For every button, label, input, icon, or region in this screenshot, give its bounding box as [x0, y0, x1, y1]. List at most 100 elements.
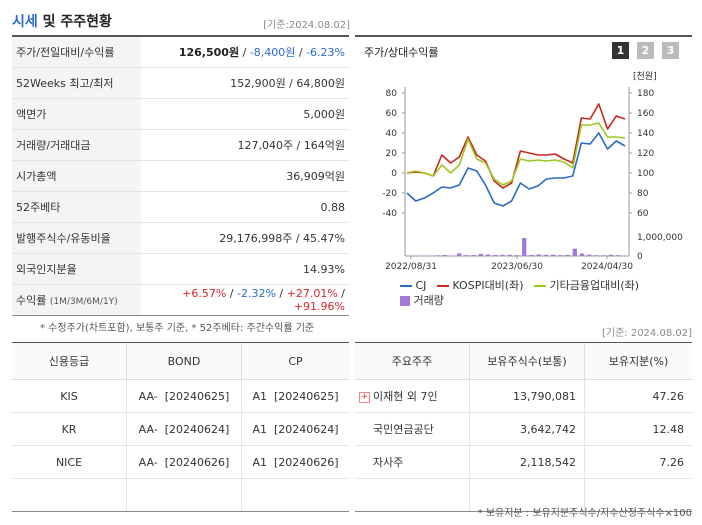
right-axis-tick-label: 160 — [637, 109, 654, 119]
top-rule-left — [12, 35, 349, 37]
empty-cell — [241, 478, 349, 512]
volume-bar — [413, 255, 419, 257]
x-axis-tick-label: 2023/06/30 — [491, 262, 543, 272]
volume-bar — [507, 254, 512, 256]
pct-cell: 12.48 — [584, 412, 692, 446]
row-label: 액면가 — [12, 98, 141, 130]
relative-return-chart: 80 60 40 20 0 -20 -40 180 160 140 120 100 80 60 [천원] 1,… — [382, 71, 683, 272]
volume-bar — [500, 254, 505, 256]
holders-base-date: [기준: 2024.08.02] — [601, 328, 692, 339]
x-axis-tick-label: 2024/04/30 — [581, 262, 633, 272]
empty-cell — [126, 478, 242, 512]
table-row: 52주베타 0.88 — [12, 191, 349, 223]
volume-bar — [536, 254, 541, 256]
base-date: [기준:2024.08.02] — [263, 20, 350, 31]
volume-bar — [529, 254, 534, 256]
current-price: 126,500원 — [178, 46, 240, 59]
header-cp: CP — [241, 343, 349, 380]
header-holder: 주요주주 — [355, 343, 470, 380]
returns-value: +6.57% / -2.32% / +27.01% / +91.96% — [141, 284, 349, 316]
pct-cell: 7.26 — [584, 445, 692, 479]
bond-cell: AA- [20240624] — [126, 412, 242, 446]
right-axis-tick-label: 80 — [637, 189, 649, 199]
price-change-rate: -6.23% — [306, 46, 345, 59]
header-bond: BOND — [126, 343, 242, 380]
volume-bar — [471, 254, 476, 256]
empty-cell — [12, 478, 127, 512]
legend-kospi: KOSPI대비(좌) — [436, 279, 524, 292]
legend-cj: CJ — [400, 279, 426, 292]
left-axis-tick-label: -20 — [382, 189, 397, 199]
right-axis-unit: [천원] — [633, 71, 657, 82]
row-value: 127,040주 / 164억원 — [141, 129, 349, 161]
volume-bar — [594, 255, 599, 256]
volume-bar — [579, 253, 585, 256]
volume-bar — [565, 254, 570, 256]
holders-footnote: * 보유지분 : 보유지분주식수/지수산정주식수×100 — [477, 508, 692, 519]
volume-bar — [558, 255, 563, 256]
holder-cell: + 이재현 외 7인 — [355, 379, 470, 413]
left-axis-tick-label: 60 — [386, 109, 398, 119]
legend-volume: 거래량 — [400, 292, 444, 308]
series-line-2 — [406, 122, 626, 186]
volume-bar — [601, 255, 606, 256]
agency-cell: NICE — [12, 445, 127, 479]
row-label: 외국인지분율 — [12, 253, 141, 285]
expand-icon[interactable]: + — [359, 391, 370, 403]
table-row: NICE AA- [20240626] A1 [20240626] — [12, 445, 349, 479]
chart-page-2-button[interactable]: 2 — [637, 42, 654, 59]
right-axis-tick-label: 120 — [637, 149, 654, 159]
header-pct: 보유지분(%) — [584, 343, 692, 380]
row-value: 29,176,998주 / 45.47% — [141, 222, 349, 254]
bond-cell: AA- [20240625] — [126, 379, 242, 413]
returns-label: 수익률 (1M/3M/6M/1Y) — [12, 284, 141, 316]
table-row: 거래량/거래대금 127,040주 / 164억원 — [12, 129, 349, 161]
row-label: 발행주식수/유동비율 — [12, 222, 141, 254]
row-label: 52Weeks 최고/최저 — [12, 67, 141, 99]
agency-cell: KIS — [12, 379, 127, 413]
volume-bar — [442, 254, 447, 256]
volume-bar — [493, 254, 498, 256]
header-rating: 신용등급 — [12, 343, 127, 380]
empty-cell — [469, 478, 585, 512]
legend-industry: 기타금융업대비(좌) — [534, 279, 639, 292]
major-holders-table: 주요주주 보유주식수(보통) 보유지분(%) + 이재현 외 7인 13,790,… — [355, 343, 692, 512]
holder-cell: 자사주 — [355, 445, 470, 479]
row-value: 36,909억원 — [141, 160, 349, 192]
row-value: 14.93% — [141, 253, 349, 285]
row-label: 시가총액 — [12, 160, 141, 192]
table-row: + 이재현 외 7인 13,790,081 47.26 — [355, 379, 692, 413]
right-axis-tick-label: 100 — [637, 169, 654, 179]
row-label: 거래량/거래대금 — [12, 129, 141, 161]
table-row: 수익률 (1M/3M/6M/1Y) +6.57% / -2.32% / +27.… — [12, 284, 349, 316]
snapshot-bottom-rule — [12, 315, 349, 316]
section-title: 시세 및 주주현황 — [12, 14, 112, 30]
row-value: 0.88 — [141, 191, 349, 223]
table-row: KIS AA- [20240625] A1 [20240625] — [12, 379, 349, 413]
chart-page-3-button[interactable]: 3 — [662, 42, 679, 59]
left-axis-tick-label: 40 — [386, 129, 398, 139]
chart-title: 주가/상대수익률 — [364, 46, 439, 59]
agency-cell: KR — [12, 412, 127, 446]
price-snapshot-table: 주가/전일대비/수익률 126,500원 / -8,400원 / -6.23% … — [12, 37, 349, 316]
volume-bar — [543, 254, 549, 256]
empty-cell — [355, 478, 470, 512]
volume-bar — [457, 253, 462, 256]
snapshot-note: * 수정주가(차트포함), 보통주 기준, * 52주베타: 주간수익률 기준 — [40, 323, 315, 334]
volume-bar — [435, 255, 440, 256]
top-rule-right — [355, 35, 692, 37]
table-row: KR AA- [20240624] A1 [20240624] — [12, 412, 349, 446]
volume-bar — [550, 254, 556, 256]
price-change-value: 126,500원 / -8,400원 / -6.23% — [141, 37, 349, 68]
credit-rating-table: 신용등급 BOND CP KIS AA- [20240625] A1 [202406… — [12, 343, 349, 512]
shares-cell: 2,118,542 — [469, 445, 585, 479]
holder-cell: 국민연금공단 — [355, 412, 470, 446]
row-value: 152,900원 / 64,800원 — [141, 67, 349, 99]
volume-bar — [406, 255, 411, 256]
series-line-1 — [406, 103, 626, 189]
row-label: 52주베타 — [12, 191, 141, 223]
series-line-0 — [406, 132, 626, 207]
volume-bar — [485, 254, 491, 256]
chart-page-1-button[interactable]: 1 — [612, 42, 629, 59]
shares-cell: 3,642,742 — [469, 412, 585, 446]
